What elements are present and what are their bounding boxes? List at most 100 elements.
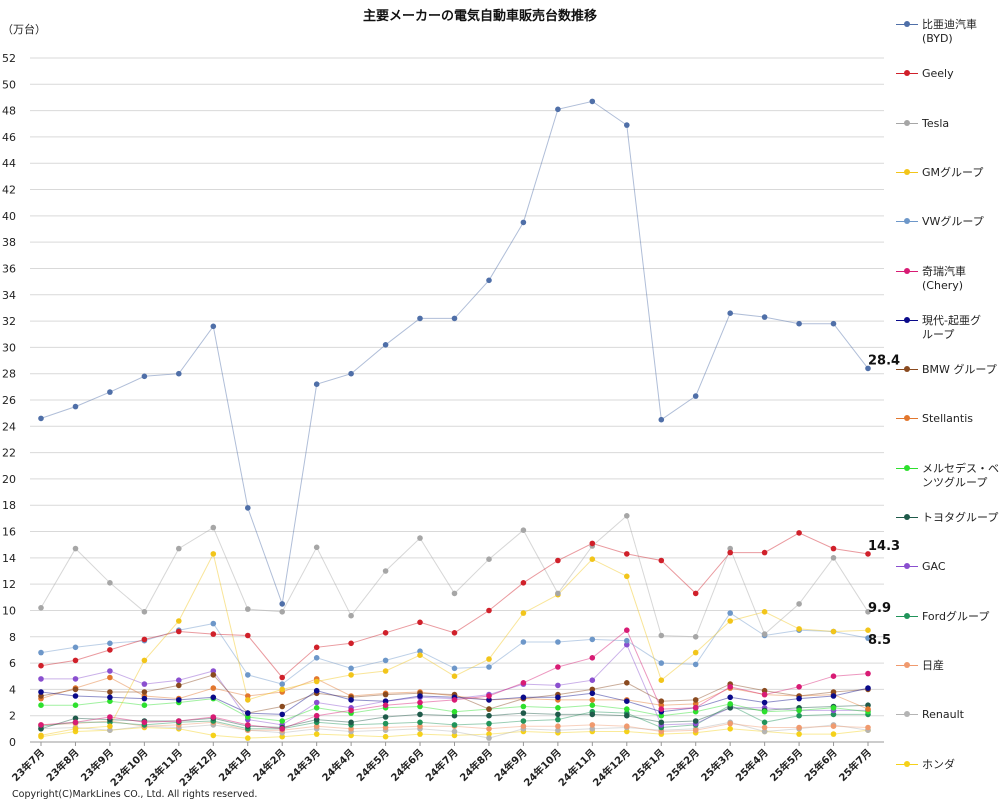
x-tick-label: 24年6月: [388, 746, 426, 784]
legend-swatch: [896, 168, 918, 175]
legend-swatch: [896, 415, 918, 422]
data-point: [624, 122, 630, 128]
data-point: [727, 310, 733, 317]
data-point: [313, 699, 320, 706]
legend-swatch: [896, 218, 918, 225]
data-point: [417, 652, 423, 658]
x-tick-label: 25年4月: [733, 746, 771, 784]
data-point: [107, 389, 113, 395]
data-point: [520, 718, 527, 724]
data-point: [382, 724, 389, 731]
data-point: [865, 551, 871, 557]
legend-label: トヨタグループ: [922, 511, 999, 524]
data-point: [727, 545, 733, 552]
data-point: [279, 681, 286, 687]
data-point: [313, 678, 320, 685]
data-point: [382, 691, 389, 698]
data-point: [761, 691, 768, 698]
data-point: [486, 697, 492, 703]
data-point: [348, 719, 354, 726]
data-point: [727, 610, 733, 616]
data-point: [727, 705, 733, 711]
data-point: [658, 660, 665, 666]
data-point: [279, 733, 286, 740]
data-point: [210, 714, 217, 720]
y-axis-unit-label: （万台）: [2, 22, 46, 36]
data-point: [830, 673, 837, 679]
data-point: [624, 728, 630, 735]
data-point: [210, 551, 217, 557]
data-point: [72, 715, 79, 722]
data-point: [520, 639, 527, 645]
data-point: [210, 631, 217, 637]
data-point: [589, 540, 596, 547]
data-point: [520, 703, 527, 710]
data-point: [624, 706, 630, 712]
data-point: [141, 657, 148, 664]
data-point: [451, 712, 458, 719]
data-point: [382, 702, 389, 708]
data-point: [865, 706, 871, 712]
data-point: [417, 731, 423, 737]
y-tick-label: 50: [2, 78, 16, 91]
data-point: [141, 719, 148, 726]
data-point: [72, 702, 79, 708]
data-point: [176, 697, 182, 703]
data-point: [624, 723, 630, 729]
data-point: [658, 416, 665, 423]
y-axis-ticks: 0246810121416182022242628303234363840424…: [2, 52, 16, 749]
y-tick-label: 4: [9, 683, 16, 696]
data-point: [658, 702, 665, 708]
data-point: [245, 606, 251, 612]
data-point: [830, 555, 837, 561]
data-point: [313, 731, 320, 737]
data-point: [520, 680, 527, 686]
data-point: [107, 723, 113, 729]
legend-label: 比亜迪汽車 (BYD): [922, 18, 977, 45]
data-point: [107, 698, 113, 704]
data-point: [624, 712, 630, 719]
data-point: [658, 728, 665, 735]
data-point: [382, 714, 389, 720]
legend-label: Stellantis: [922, 412, 973, 426]
legend-label: GMグループ: [922, 165, 984, 179]
data-point: [865, 365, 871, 372]
data-point: [107, 727, 113, 733]
data-point: [279, 601, 286, 607]
data-point: [555, 711, 561, 718]
data-point: [417, 693, 423, 699]
data-point: [417, 315, 423, 322]
data-point: [279, 686, 286, 693]
data-point: [382, 698, 389, 704]
x-tick-label: 24年5月: [354, 746, 392, 784]
data-point: [830, 711, 837, 718]
data-point: [796, 724, 802, 731]
data-point: [176, 545, 182, 552]
data-point: [624, 627, 630, 633]
data-point: [555, 664, 561, 670]
data-point: [451, 728, 458, 735]
y-tick-label: 6: [9, 657, 16, 670]
x-tick-label: 23年7月: [9, 746, 47, 784]
data-point: [38, 689, 44, 695]
data-point: [520, 527, 527, 533]
y-tick-label: 18: [2, 499, 16, 512]
data-point: [210, 685, 217, 691]
data-point: [658, 557, 665, 564]
data-point: [624, 680, 630, 686]
data-point: [692, 393, 699, 399]
data-point: [72, 693, 79, 699]
data-point: [761, 314, 768, 320]
copyright-text: Copyright(C)MarkLines CO., Ltd. All righ…: [12, 789, 257, 800]
legend-swatch: [896, 661, 918, 668]
legend-swatch: [896, 760, 918, 767]
x-tick-label: 24年4月: [319, 746, 357, 784]
data-point: [520, 694, 527, 701]
data-point: [313, 705, 320, 711]
data-point: [210, 694, 217, 701]
data-point: [727, 549, 733, 556]
data-point: [72, 403, 79, 410]
data-point: [245, 710, 251, 716]
y-tick-label: 34: [2, 289, 16, 302]
